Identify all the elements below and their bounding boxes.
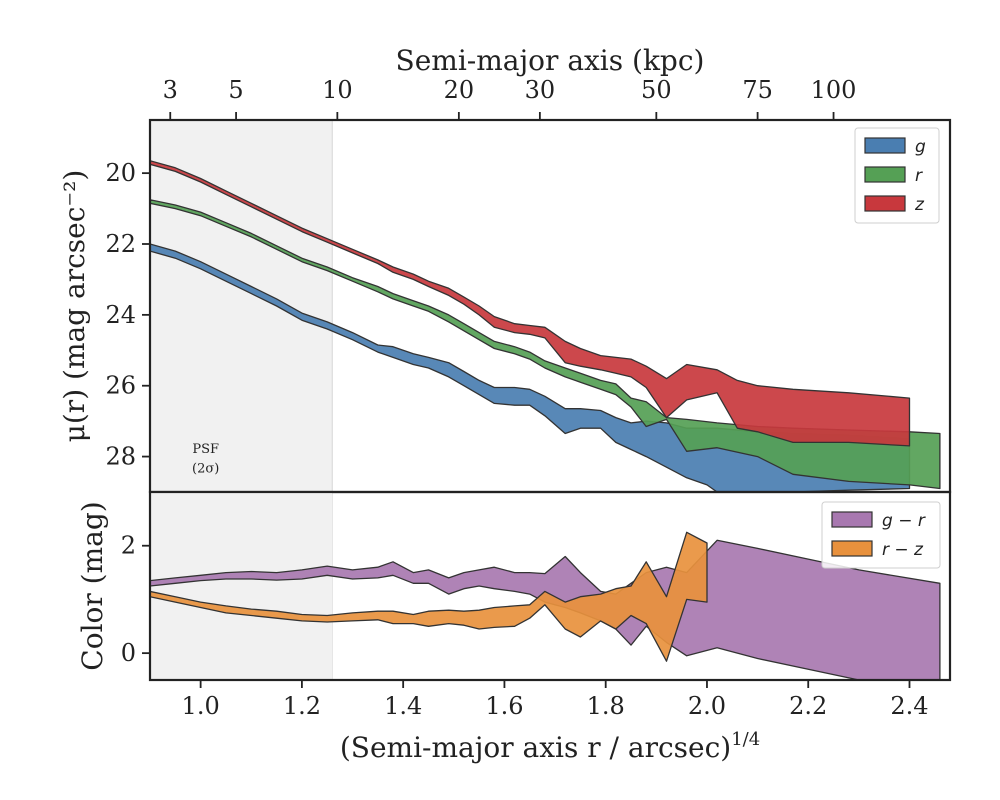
top-x-tick-label: 75 — [742, 76, 773, 104]
band-area — [150, 539, 941, 680]
legend-swatch — [864, 137, 906, 154]
legend-entry: r − z — [882, 540, 924, 560]
color-panel: 0 2 1.0 1.2 1.4 1.6 1.8 2.0 2.2 2.4 g − r r − z — [121, 490, 952, 720]
legend-entry: g — [915, 137, 926, 157]
series-rz-band — [150, 531, 708, 662]
legend-entry: z — [914, 195, 925, 215]
axis-labels: Semi-major axis (kpc) (Semi-major axis r … — [58, 44, 760, 764]
y-tick-label: 2 — [121, 532, 136, 560]
top-x-tick-label: 50 — [641, 76, 672, 104]
top-x-tick-label: 100 — [811, 76, 857, 104]
top-x-tick-label: 10 — [322, 76, 353, 104]
x-tick-label: 2.0 — [688, 692, 726, 720]
x-tick-label: 2.4 — [890, 692, 928, 720]
legend-swatch — [831, 540, 873, 557]
band-area — [150, 160, 911, 447]
band-area — [150, 199, 941, 490]
series-gr-band — [150, 539, 941, 680]
top-x-tick-label: 5 — [228, 76, 243, 104]
bottom-axis-title: (Semi-major axis r / arcsec)1/4 — [340, 729, 760, 764]
legend: g − r r − z — [821, 501, 941, 569]
legend-swatch — [864, 195, 906, 212]
legend-swatch — [864, 166, 906, 183]
legend-entry: r — [915, 166, 923, 186]
series-z-band — [150, 160, 911, 447]
x-tick-label: 1.8 — [587, 692, 625, 720]
psf-sigma-label: (2σ) — [192, 462, 219, 477]
y-tick-label: 20 — [105, 159, 136, 187]
bottom-frame — [148, 490, 952, 682]
series-r-band — [150, 199, 941, 490]
top-axis-title: Semi-major axis (kpc) — [396, 44, 705, 77]
x-tick-label: 1.2 — [283, 692, 321, 720]
legend-swatch — [831, 511, 873, 528]
band-area — [150, 531, 708, 662]
bottom-axis-title-sup: 1/4 — [731, 729, 760, 750]
y-tick-label: 22 — [105, 230, 136, 258]
y-tick-label: 24 — [105, 301, 136, 329]
y-tick-label: 0 — [121, 639, 136, 667]
psf-shade-top — [150, 120, 333, 492]
top-x-tick-label: 3 — [163, 76, 178, 104]
x-tick-label: 1.0 — [182, 692, 220, 720]
x-tick-label: 1.6 — [485, 692, 523, 720]
x-tick-label: 1.4 — [384, 692, 422, 720]
top-y-axis-title: μ(r) (mag arcsec⁻²) — [58, 170, 91, 443]
psf-shade-bottom — [150, 492, 333, 680]
legend-entry: g − r — [882, 511, 926, 531]
top-x-tick-label: 20 — [444, 76, 475, 104]
y-tick-label: 28 — [105, 443, 136, 471]
x-tick-label: 2.2 — [789, 692, 827, 720]
bottom-axis-title-main: (Semi-major axis r / arcsec) — [340, 731, 731, 764]
top-x-tick-label: 30 — [525, 76, 556, 104]
bottom-y-axis-title: Color (mag) — [76, 501, 109, 670]
y-tick-label: 26 — [105, 372, 136, 400]
psf-label: PSF — [192, 442, 219, 457]
legend: grz — [854, 127, 940, 224]
